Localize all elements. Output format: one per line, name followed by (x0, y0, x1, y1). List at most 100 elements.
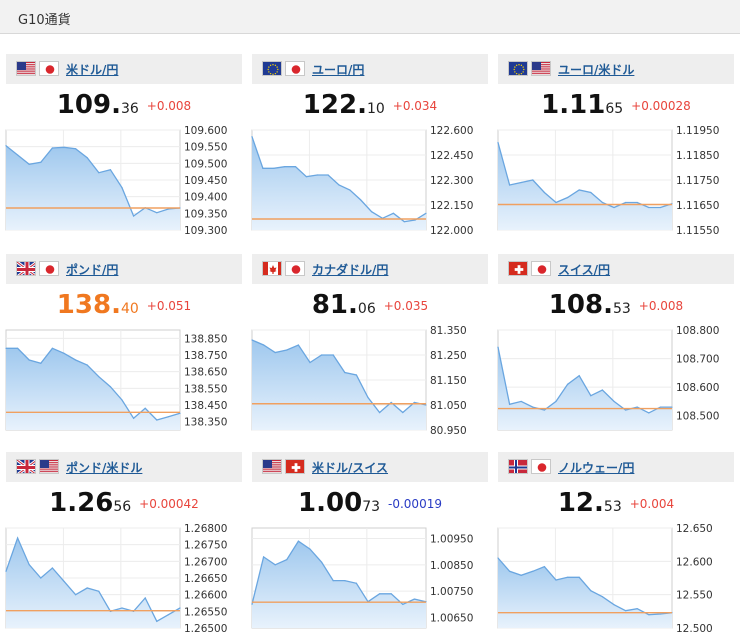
y-tick-label: 1.00750 (430, 586, 473, 598)
y-tick-label: 1.00650 (430, 612, 473, 624)
y-tick-label: 1.26750 (184, 540, 227, 552)
y-tick-label: 1.11950 (676, 125, 719, 137)
data-point (636, 406, 638, 408)
card-header: 米ドル/スイス (252, 452, 488, 482)
y-tick-label: 138.550 (184, 383, 227, 395)
currency-card: カナダドル/円 81.06 +0.035 81.350 81.250 81.150 81.0… (251, 254, 488, 444)
mini-chart: 138.850 138.750 138.650 138.550 138.450 138.3… (5, 326, 242, 436)
jp-flag (39, 61, 59, 76)
y-tick-label: 108.800 (676, 325, 719, 337)
card-header: ユーロ/米ドル (498, 54, 734, 84)
y-tick-label: 109.400 (184, 192, 227, 204)
data-point (121, 399, 123, 401)
price-change: +0.034 (392, 99, 438, 113)
pair-link[interactable]: ノルウェー/円 (558, 461, 635, 475)
price-change: -0.00019 (388, 497, 442, 511)
data-point (413, 401, 415, 404)
mini-chart: 1.11950 1.11850 1.11750 1.11650 1.11550 (497, 125, 734, 237)
series-area (252, 541, 426, 628)
y-tick-label: 138.650 (184, 367, 227, 379)
data-point (98, 590, 100, 592)
jp-flag (285, 261, 305, 276)
data-point (601, 201, 603, 204)
mini-chart: 1.00950 1.00850 1.00750 1.00650 (251, 524, 488, 634)
data-point (133, 215, 135, 217)
chart-svg: 81.350 81.250 81.150 81.050 80.950 (251, 325, 467, 437)
data-point (613, 400, 615, 403)
price-main: 138. (56, 290, 121, 320)
y-tick-label: 1.26700 (184, 556, 227, 568)
price-quote: 1.1165 +0.00028 (498, 90, 734, 122)
y-tick-label: 138.450 (184, 400, 227, 412)
data-point (625, 201, 627, 204)
us-flag (39, 459, 59, 474)
price-main: 1.26 (49, 488, 114, 518)
gb-flag (16, 459, 36, 474)
data-point (532, 406, 534, 408)
pair-link[interactable]: ポンド/米ドル (66, 461, 143, 475)
data-point (648, 412, 650, 414)
data-point (543, 191, 545, 194)
us-flag (16, 61, 36, 76)
jp-flag (39, 261, 59, 276)
card-header: ノルウェー/円 (498, 452, 734, 482)
y-tick-label: 12.500 (676, 623, 713, 635)
price-change: +0.035 (383, 299, 429, 313)
chart-svg: 109.600 109.550 109.500 109.450 109.400 109.3… (5, 125, 227, 237)
mini-chart: 122.600 122.450 122.300 122.150 122.000 (251, 125, 488, 237)
price-quote: 1.0073 -0.00019 (252, 488, 488, 520)
data-point (355, 374, 357, 376)
data-point (251, 603, 253, 605)
data-point (109, 386, 111, 388)
price-sub: 73 (362, 499, 381, 515)
y-tick-label: 81.350 (430, 325, 467, 337)
series-line (497, 557, 673, 616)
currency-card: 米ドル/スイス 1.0073 -0.00019 1.00950 1.00850 1.007… (251, 452, 488, 638)
pair-link[interactable]: カナダドル/円 (312, 263, 389, 277)
data-point (86, 157, 88, 159)
price-main: 1.00 (298, 488, 363, 518)
pair-link[interactable]: ユーロ/米ドル (558, 63, 635, 77)
data-point (121, 607, 123, 609)
data-point (5, 347, 7, 349)
data-point (316, 174, 318, 176)
y-tick-label: 122.450 (430, 150, 473, 162)
data-point (555, 579, 557, 581)
price-change: +0.008 (146, 99, 192, 113)
data-point (509, 403, 511, 405)
pair-link[interactable]: ポンド/円 (66, 263, 119, 277)
y-tick-label: 108.500 (676, 411, 719, 423)
y-tick-label: 1.00950 (430, 534, 473, 546)
mini-chart: 108.800 108.700 108.600 108.500 (497, 325, 734, 436)
pair-link[interactable]: 米ドル/スイス (312, 461, 389, 475)
no-flag (508, 459, 528, 474)
series-line (251, 540, 427, 606)
y-tick-label: 80.950 (430, 425, 467, 437)
pair-link[interactable]: スイス/円 (558, 263, 611, 277)
data-point (567, 576, 569, 578)
data-point (659, 206, 661, 209)
data-point (28, 564, 30, 566)
series-area (252, 136, 426, 230)
card-header: ポンド/円 (6, 254, 242, 284)
y-tick-label: 122.300 (430, 175, 473, 187)
y-tick-label: 122.150 (430, 200, 473, 212)
y-tick-label: 1.26550 (184, 606, 227, 618)
price-quote: 1.2656 +0.00042 (6, 488, 242, 520)
y-tick-label: 81.050 (430, 400, 467, 412)
card-header: カナダドル/円 (252, 254, 488, 284)
chart-svg: 108.800 108.700 108.600 108.500 (497, 325, 719, 431)
data-point (543, 409, 545, 411)
price-sub: 53 (612, 301, 631, 317)
data-point (338, 184, 340, 186)
data-point (402, 603, 404, 605)
pair-link[interactable]: 米ドル/円 (66, 63, 119, 77)
data-point (578, 375, 580, 377)
data-point (659, 613, 661, 615)
data-point (51, 347, 54, 349)
data-point (344, 371, 346, 374)
data-point (167, 614, 169, 616)
pair-link[interactable]: ユーロ/円 (312, 63, 365, 77)
series-area (498, 142, 672, 230)
y-tick-label: 12.600 (676, 556, 713, 568)
